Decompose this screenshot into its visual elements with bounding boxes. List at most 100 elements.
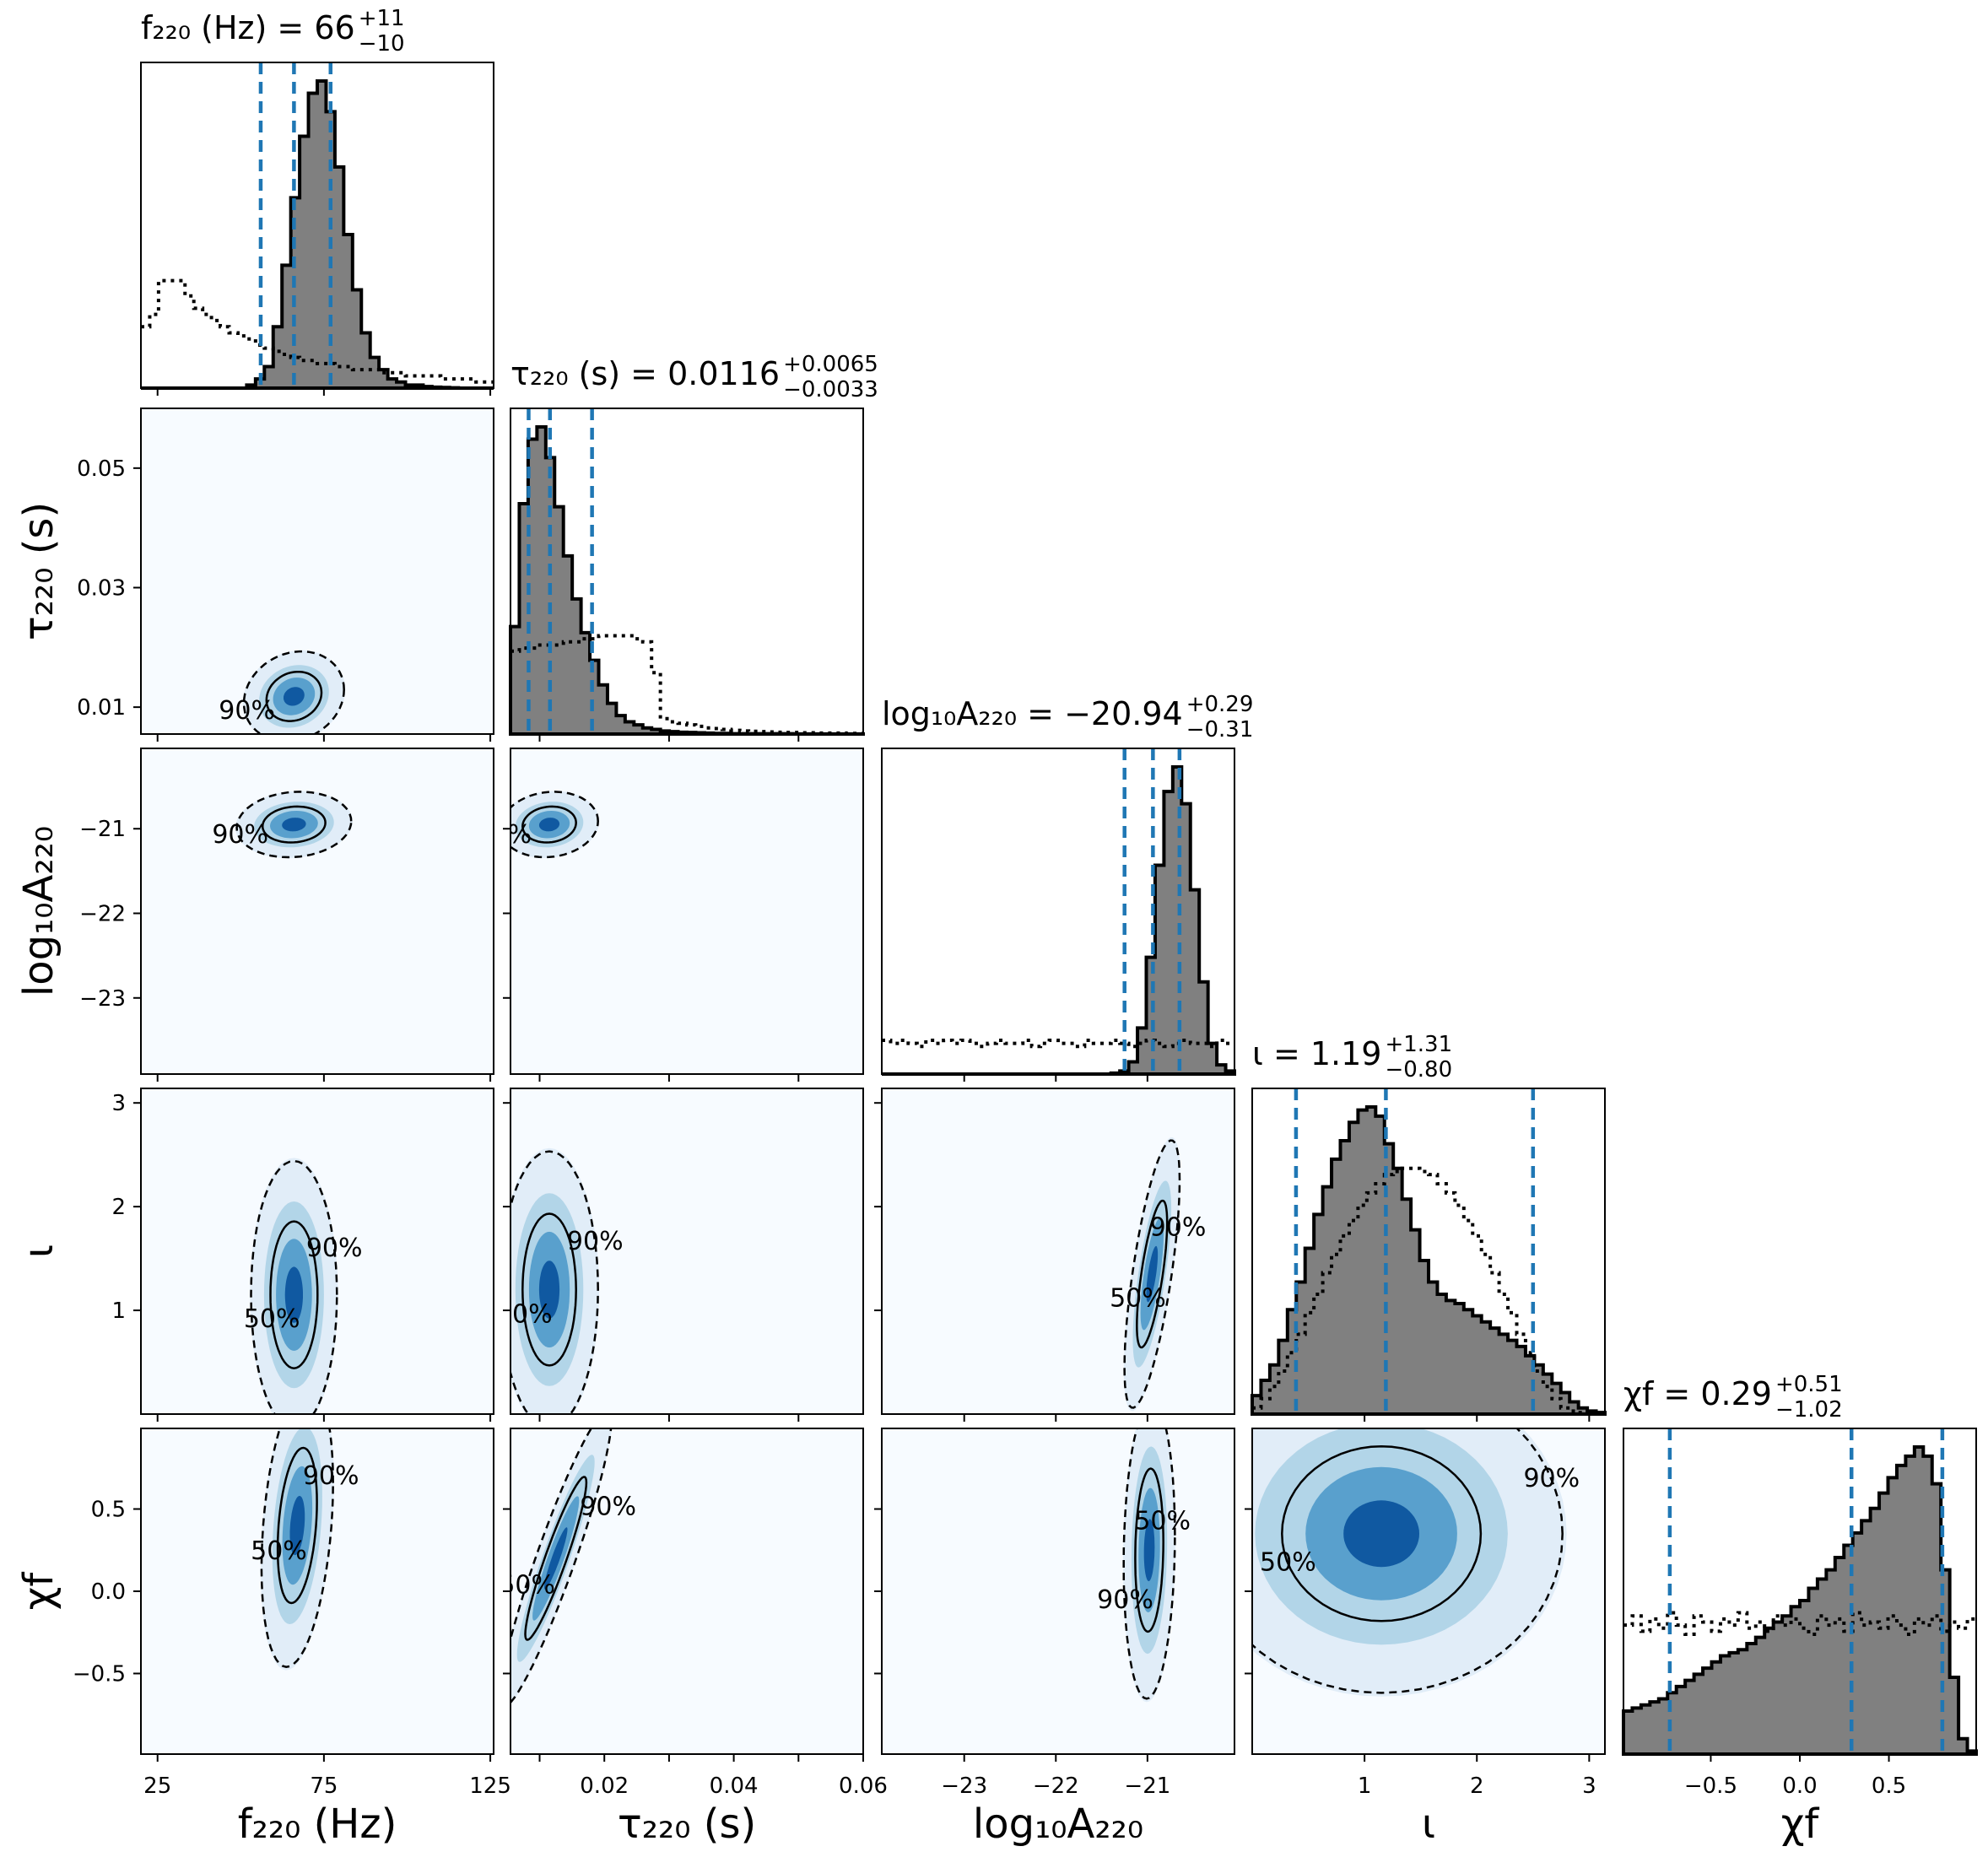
hist-panel-chi: χf = 0.29 +0.51−1.02 — [1622, 1372, 1978, 1756]
xtick-label-f-0: 25 — [143, 1774, 171, 1799]
prior-hist-logA — [882, 1038, 1234, 1049]
prior-hist-tau — [511, 634, 863, 736]
xtick-label-iota-0: 1 — [1358, 1774, 1372, 1799]
contour-label-f-chi-0: 50% — [251, 1536, 307, 1566]
hist-panel-logA: log₁₀A₂₂₀ = −20.94 +0.29−0.31 — [881, 692, 1254, 1076]
yaxis-label-tau: τ₂₂₀ (s) — [15, 502, 62, 640]
contour-label-logA-chi-1: 50% — [1134, 1507, 1191, 1536]
posterior-hist-chi — [1622, 1445, 1978, 1756]
contour-label-tau-iota-0: 50% — [496, 1300, 553, 1330]
ytick-label-chi-0: −0.5 — [73, 1661, 126, 1687]
contour-label-f-tau-0: 90% — [219, 696, 275, 726]
contour-90-tau-chi — [511, 1428, 613, 1704]
xtick-label-tau-1: 0.04 — [710, 1774, 759, 1799]
contour-50-f-chi — [276, 1446, 318, 1605]
xtick-label-tau-0: 0.02 — [580, 1774, 629, 1799]
density-peak-logA-iota — [1146, 1245, 1159, 1303]
ytick-label-iota-1: 2 — [111, 1195, 126, 1220]
density-peak-f-chi — [289, 1495, 305, 1556]
density-panel-iota-chi: 50% 90% — [1251, 1428, 1606, 1755]
density-bg-logA-chi — [882, 1428, 1234, 1754]
contour-90-tau-logA — [511, 791, 599, 859]
xtick-label-iota-1: 2 — [1470, 1774, 1484, 1799]
density-peak-tau-iota — [538, 1261, 560, 1319]
hist-panel-iota: ι = 1.19 +1.31−0.80 — [1251, 1032, 1607, 1416]
yaxis-label-iota: ι — [15, 1244, 62, 1258]
title-plus-f: +11 — [359, 6, 405, 31]
contour-label-tau-logA-0: 90% — [475, 820, 532, 850]
yaxis-label-logA: log₁₀A₂₂₀ — [15, 826, 62, 996]
contour-50-f-tau — [265, 670, 323, 722]
xaxis-label-f: f₂₂₀ (Hz) — [238, 1801, 397, 1848]
ytick-label-iota-2: 3 — [111, 1091, 126, 1116]
density-peak-f-logA — [282, 818, 306, 832]
contour-90-f-tau — [242, 650, 345, 734]
contour-label-f-iota-0: 50% — [244, 1304, 300, 1334]
ytick-label-tau-1: 0.03 — [77, 575, 126, 601]
title-plus-tau: +0.0065 — [783, 352, 878, 377]
ytick-label-logA-1: −22 — [79, 902, 126, 927]
contour-label-logA-chi-0: 90% — [1097, 1585, 1153, 1615]
density-peak-f-tau — [284, 687, 305, 706]
prior-hist-iota — [1252, 1166, 1605, 1416]
xtick-label-iota-2: 3 — [1582, 1774, 1596, 1799]
contour-50-f-logA — [261, 805, 327, 844]
prior-hist-chi — [1623, 1611, 1976, 1637]
density-frame-tau-iota — [510, 1088, 864, 1415]
contour-90-tau-iota — [511, 1150, 599, 1414]
density-panel-f-iota: 50% 90% — [140, 1088, 494, 1415]
hist-panel-tau: τ₂₂₀ (s) = 0.0116 +0.0065−0.0033 — [509, 352, 878, 736]
density-frame-tau-logA — [510, 748, 864, 1075]
density-panel-tau-iota: 50% 90% — [496, 1088, 864, 1415]
contour-label-iota-chi-1: 90% — [1523, 1464, 1580, 1493]
xtick-label-logA-2: −21 — [1124, 1774, 1170, 1799]
contour-50-tau-iota — [521, 1212, 577, 1367]
contour-50-logA-chi — [1134, 1467, 1164, 1633]
contour-label-f-logA-0: 90% — [212, 820, 268, 850]
xtick-label-chi-0: −0.5 — [1684, 1774, 1737, 1799]
yaxis-label-chi: χf — [15, 1572, 62, 1611]
xtick-label-f-2: 125 — [469, 1774, 511, 1799]
panel-title-tau: τ₂₂₀ (s) = 0.0116 — [511, 355, 780, 392]
title-minus-iota: −0.80 — [1385, 1057, 1452, 1082]
ytick-label-chi-2: 0.5 — [91, 1498, 126, 1523]
density-frame-f-logA — [140, 748, 494, 1075]
ytick-label-logA-0: −23 — [79, 986, 126, 1012]
density-peak-tau-logA — [538, 818, 560, 832]
density-panel-f-tau: 90% — [140, 408, 494, 735]
ytick-label-iota-0: 1 — [111, 1298, 126, 1324]
xtick-label-logA-1: −22 — [1033, 1774, 1079, 1799]
xtick-label-f-1: 75 — [310, 1774, 338, 1799]
xaxis-label-logA: log₁₀A₂₂₀ — [973, 1801, 1143, 1848]
title-minus-f: −10 — [359, 31, 405, 57]
contour-label-tau-chi-0: 50% — [499, 1571, 555, 1601]
density-bg-logA-iota — [882, 1088, 1234, 1414]
density-frame-logA-iota — [881, 1088, 1235, 1415]
title-plus-logA: +0.29 — [1186, 692, 1254, 717]
contour-label-logA-iota-1: 90% — [1150, 1212, 1207, 1242]
hist-panel-f: f₂₂₀ (Hz) = 66 +11−10 — [140, 6, 494, 390]
title-minus-chi: −1.02 — [1775, 1397, 1843, 1423]
contour-50-logA-iota — [1136, 1199, 1169, 1349]
density-frame-f-iota — [140, 1088, 494, 1415]
xaxis-label-tau: τ₂₂₀ (s) — [618, 1801, 756, 1848]
contour-90-f-logA — [235, 791, 353, 859]
xtick-label-tau-2: 0.06 — [839, 1774, 888, 1799]
title-plus-chi: +0.51 — [1775, 1372, 1843, 1397]
density-peak-iota-chi — [1343, 1500, 1419, 1568]
panel-title-f: f₂₂₀ (Hz) = 66 — [141, 9, 355, 46]
title-minus-tau: −0.0033 — [783, 377, 878, 402]
ytick-label-logA-2: −21 — [79, 817, 126, 842]
hist-frame-logA — [881, 748, 1235, 1075]
panel-title-logA: log₁₀A₂₂₀ = −20.94 — [882, 695, 1183, 732]
density-peak-f-iota — [284, 1266, 303, 1323]
hist-frame-iota — [1251, 1088, 1606, 1415]
density-peak-logA-chi — [1143, 1519, 1155, 1582]
ytick-label-chi-1: 0.0 — [91, 1579, 126, 1605]
prior-hist-f — [141, 278, 494, 384]
contour-label-f-chi-1: 90% — [303, 1461, 359, 1491]
panel-title-iota: ι = 1.19 — [1252, 1035, 1381, 1072]
density-panel-logA-iota: 50% 90% — [881, 1088, 1235, 1415]
